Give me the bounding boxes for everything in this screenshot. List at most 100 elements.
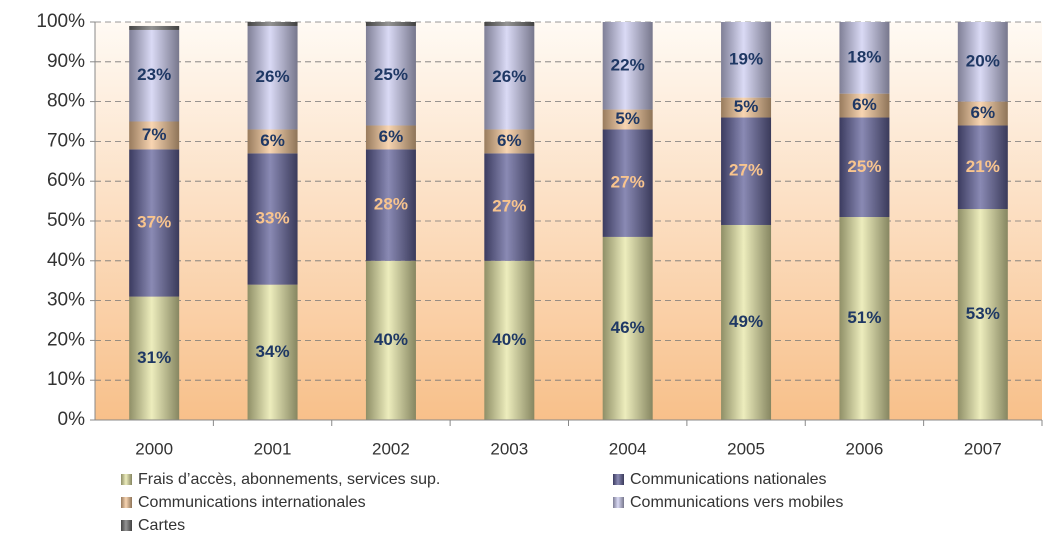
value-label: 6%	[497, 131, 522, 150]
y-tick-label: 30%	[47, 290, 85, 311]
legend-swatch	[613, 474, 624, 485]
value-label: 23%	[137, 65, 171, 84]
value-label: 49%	[729, 312, 763, 331]
bar-segment	[958, 18, 1008, 22]
y-tick-label: 80%	[47, 91, 85, 112]
value-label: 34%	[256, 342, 290, 361]
x-tick-label: 2004	[609, 439, 647, 458]
value-label: 27%	[611, 173, 645, 192]
value-label: 22%	[611, 55, 645, 74]
legend-swatch	[613, 497, 624, 508]
bar-segment	[839, 117, 890, 218]
bar-segment	[247, 129, 298, 154]
value-label: 6%	[379, 127, 404, 146]
legend-label: Communications internationales	[138, 494, 366, 511]
bar-segment	[365, 149, 416, 261]
bar-segment	[839, 22, 890, 94]
value-label: 27%	[729, 161, 763, 180]
value-label: 7%	[142, 125, 167, 144]
bar-segment	[721, 224, 772, 420]
x-tick-label: 2006	[846, 439, 884, 458]
value-label: 5%	[734, 97, 759, 116]
legend-label: Cartes	[138, 517, 185, 534]
x-tick-label: 2002	[372, 439, 410, 458]
bar-segment	[129, 121, 180, 150]
bar-segment	[602, 109, 653, 130]
legend-label: Communications nationales	[630, 471, 827, 488]
bar-segment	[129, 25, 180, 30]
value-label: 20%	[966, 51, 1000, 70]
y-tick-label: 0%	[58, 409, 86, 430]
bar-segment	[957, 125, 1008, 210]
bar-segment	[365, 260, 416, 420]
bar-segment	[247, 153, 298, 285]
bar-segment	[839, 93, 890, 118]
value-label: 6%	[971, 103, 996, 122]
value-label: 33%	[256, 208, 290, 227]
value-label: 37%	[137, 212, 171, 231]
value-label: 51%	[847, 308, 881, 327]
x-tick-label: 2000	[135, 439, 173, 458]
legend-label: Communications vers mobiles	[630, 494, 843, 511]
bar-segment	[957, 101, 1008, 126]
y-tick-label: 90%	[47, 51, 85, 72]
value-label: 53%	[966, 304, 1000, 323]
bar-segment	[602, 22, 653, 110]
value-label: 5%	[615, 109, 640, 128]
legend-swatch	[121, 474, 132, 485]
y-tick-label: 70%	[47, 130, 85, 151]
value-label: 46%	[611, 318, 645, 337]
value-label: 25%	[374, 65, 408, 84]
bar-segment	[484, 25, 535, 130]
bar-segment	[839, 217, 890, 420]
bar-segment	[721, 117, 772, 225]
x-tick-label: 2003	[490, 439, 528, 458]
bar-segment	[839, 18, 889, 22]
y-tick-label: 10%	[47, 369, 85, 390]
y-tick-label: 20%	[47, 329, 85, 350]
bar-segment	[484, 260, 535, 420]
bar-segment	[957, 22, 1008, 102]
y-tick-label: 100%	[36, 11, 85, 32]
value-label: 25%	[847, 157, 881, 176]
y-tick-label: 40%	[47, 250, 85, 271]
bar-segment	[603, 18, 653, 22]
legend-label: Frais d’accès, abonnements, services sup…	[138, 471, 440, 488]
labels: 2000 31% 37% 7% 23% 2001 34% 33% 6% 26% 2002 40% 28%…	[135, 47, 1001, 458]
bar-segment	[957, 209, 1008, 420]
bar-segment	[129, 149, 180, 297]
bar-segment	[247, 25, 298, 130]
bar-segment	[365, 125, 416, 150]
bar-segment	[365, 22, 416, 26]
x-tick-label: 2001	[254, 439, 292, 458]
bar-segment	[129, 296, 180, 420]
value-label: 31%	[137, 348, 171, 367]
value-label: 21%	[966, 157, 1000, 176]
value-label: 28%	[374, 195, 408, 214]
x-tick-label: 2005	[727, 439, 765, 458]
bar-segment	[365, 25, 416, 126]
value-label: 26%	[256, 67, 290, 86]
y-tick-label: 50%	[47, 210, 85, 231]
value-label: 27%	[492, 197, 526, 216]
bar-segment	[129, 29, 180, 122]
bar-segment	[721, 97, 772, 118]
y-tick-label: 60%	[47, 170, 85, 191]
bar-segment	[484, 153, 535, 261]
value-label: 6%	[260, 131, 285, 150]
x-tick-label: 2007	[964, 439, 1002, 458]
value-label: 19%	[729, 49, 763, 68]
legend-swatch	[121, 497, 132, 508]
bar-segment	[721, 18, 771, 22]
bar-segment	[247, 22, 298, 26]
legend-swatch	[121, 520, 132, 531]
bars	[129, 18, 1008, 420]
value-label: 6%	[852, 95, 877, 114]
value-label: 18%	[847, 47, 881, 66]
bar-segment	[602, 129, 653, 237]
value-label: 40%	[492, 330, 526, 349]
bar-segment	[602, 236, 653, 420]
value-label: 40%	[374, 330, 408, 349]
bar-segment	[247, 284, 298, 420]
